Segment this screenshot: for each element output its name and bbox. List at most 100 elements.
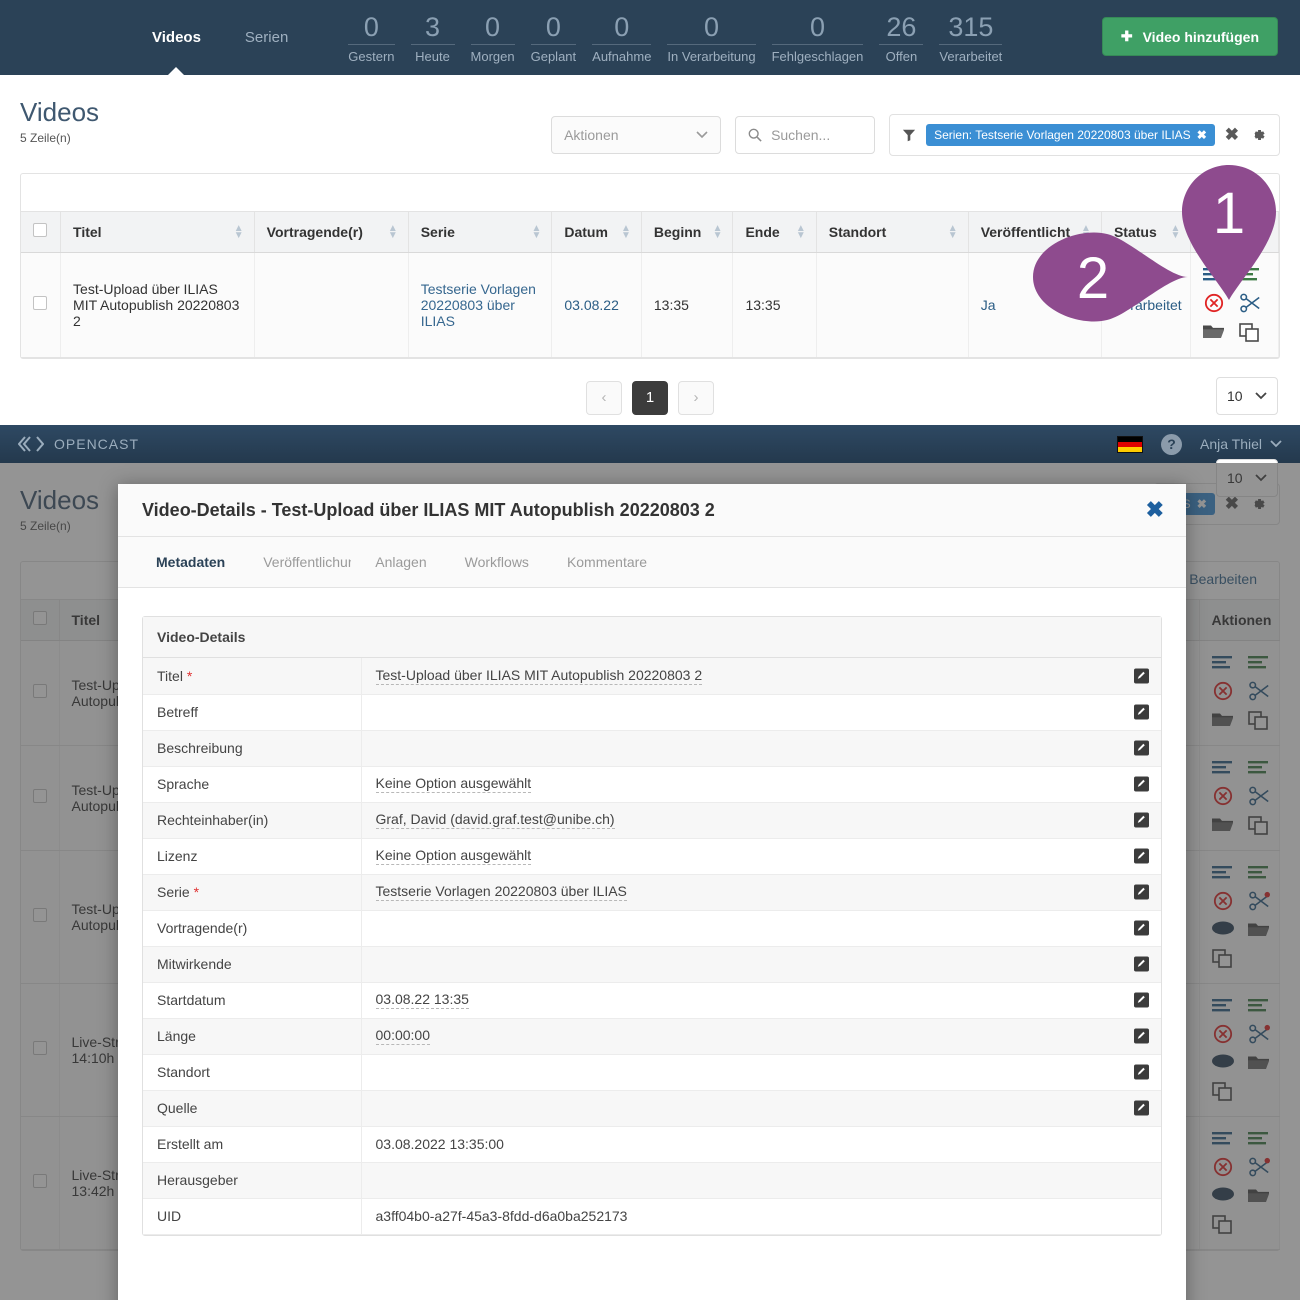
search-input[interactable]: Suchen... — [735, 116, 876, 154]
field-value-laenge[interactable]: 00:00:00 — [361, 1018, 1161, 1055]
help-icon[interactable]: ? — [1160, 433, 1182, 455]
sort-icon[interactable]: ▲▼ — [620, 222, 631, 241]
delete-icon[interactable] — [1203, 293, 1225, 313]
edit-pencil-icon[interactable] — [1134, 848, 1149, 864]
sort-icon[interactable]: ▲▼ — [947, 222, 958, 241]
tab-anlagen-label: Anlagen — [375, 554, 427, 570]
stat-morgen[interactable]: 0 Morgen — [463, 12, 523, 64]
german-flag-icon[interactable] — [1116, 435, 1143, 453]
field-value-rechteinhaber[interactable]: Graf, David (david.graf.test@unibe.ch) — [361, 802, 1161, 839]
edit-pencil-icon[interactable] — [1134, 920, 1149, 936]
tab-workflows[interactable]: Workflows — [451, 554, 543, 570]
field-value-standort[interactable] — [361, 1054, 1161, 1091]
user-menu[interactable]: Anja Thiel — [1200, 436, 1282, 452]
stat-value: 315 — [948, 11, 994, 42]
field-value-vortragende[interactable] — [361, 910, 1161, 947]
sort-icon[interactable]: ▲▼ — [531, 222, 542, 241]
tab-kommentare[interactable]: Kommentare — [553, 554, 661, 570]
field-value-titel[interactable]: Test-Upload über ILIAS MIT Autopublish 2… — [361, 658, 1161, 695]
clear-filters-icon[interactable]: ✖ — [1224, 125, 1239, 144]
close-icon[interactable]: ✖ — [1145, 497, 1164, 522]
col-standort[interactable]: Standort ▲ ▼ — [816, 212, 969, 253]
edit-pencil-icon[interactable] — [1134, 776, 1149, 792]
field-value-sprache[interactable]: Keine Option ausgewählt — [361, 766, 1161, 803]
stat-offen[interactable]: 26 Offen — [871, 12, 931, 64]
nav-tab-serien[interactable]: Serien — [223, 0, 310, 75]
serie-link[interactable]: Testserie Vorlagen 20220803 über ILIAS — [420, 280, 536, 329]
metadata-row-standort: Standort — [143, 1054, 1161, 1091]
select-all-checkbox[interactable] — [33, 223, 47, 238]
cut-scissors-icon[interactable] — [1239, 293, 1263, 313]
copy-icon[interactable] — [1239, 322, 1261, 343]
actions-select-label: Aktionen — [564, 127, 619, 143]
edit-pencil-icon[interactable] — [1134, 956, 1149, 972]
field-label-vortragende: Vortragende(r) — [143, 910, 362, 947]
edit-pencil-icon[interactable] — [1134, 992, 1149, 1008]
per-page-select[interactable]: 10 — [1216, 376, 1278, 415]
step-marker-1: 1 — [1182, 165, 1276, 300]
col-titel[interactable]: Titel ▲ ▼ — [60, 212, 255, 253]
field-value-lizenz[interactable]: Keine Option ausgewählt — [361, 838, 1161, 875]
field-value-mitwirkende[interactable] — [361, 946, 1161, 983]
col-serie[interactable]: Serie ▲ ▼ — [408, 212, 553, 253]
tab-veroeffentlichungen[interactable]: Veröffentlichungen — [249, 554, 351, 570]
prev-page-button[interactable]: ‹ — [586, 380, 622, 415]
opencast-logo[interactable]: OPENCAST — [18, 436, 139, 452]
metadata-table-body: Titel * Test-Upload über ILIAS MIT Autopu… — [143, 658, 1161, 1235]
stat-value: 3 — [425, 11, 441, 42]
col-beginn[interactable]: Beginn ▲ ▼ — [641, 212, 734, 253]
actions-select[interactable]: Aktionen — [551, 116, 722, 154]
stat-in-verarbeitung[interactable]: 0 In Verarbeitung — [659, 12, 763, 64]
row-select-cell[interactable] — [21, 252, 62, 358]
gear-icon[interactable] — [1249, 126, 1267, 144]
sort-icon[interactable]: ▲▼ — [233, 222, 244, 241]
opencast-brand-label: OPENCAST — [54, 436, 140, 452]
nav-tab-serien-label: Serien — [244, 29, 289, 46]
row-checkbox[interactable] — [33, 296, 47, 310]
open-folder-icon[interactable] — [1203, 323, 1225, 341]
stat-fehlgeschlagen[interactable]: 0 Fehlgeschlagen — [764, 12, 872, 64]
field-value-beschreibung[interactable] — [361, 730, 1161, 767]
col-vortragende[interactable]: Vortragende(r) ▲ ▼ — [254, 212, 409, 253]
field-value-betreff[interactable] — [361, 694, 1161, 731]
field-value-startdatum[interactable]: 03.08.22 13:35 — [361, 982, 1161, 1019]
step-marker-1-number: 1 — [1213, 181, 1245, 246]
label-text: Serie — [157, 884, 190, 900]
tab-anlagen[interactable]: Anlagen — [361, 554, 440, 570]
sort-icon[interactable]: ▲▼ — [712, 222, 723, 241]
edit-pencil-icon[interactable] — [1134, 884, 1149, 900]
filter-chip-serie[interactable]: Serien: Testserie Vorlagen 20220803 über… — [926, 124, 1215, 146]
col-veroeffentlicht[interactable]: Veröffentlicht▲▼ — [968, 212, 1102, 253]
edit-pencil-icon[interactable] — [1134, 704, 1149, 720]
edit-pencil-icon[interactable] — [1134, 668, 1149, 684]
filter-icon[interactable] — [902, 128, 916, 142]
cell-serie[interactable]: Testserie Vorlagen 20220803 über ILIAS — [408, 252, 553, 358]
sort-icon[interactable]: ▲▼ — [1170, 222, 1181, 241]
sort-icon[interactable]: ▲▼ — [795, 222, 806, 241]
sort-icon[interactable]: ▲▼ — [387, 222, 398, 241]
field-value-serie[interactable]: Testserie Vorlagen 20220803 über ILIAS — [361, 874, 1161, 911]
next-page-button[interactable]: › — [678, 380, 714, 415]
edit-pencil-icon[interactable] — [1134, 1028, 1149, 1044]
stat-heute[interactable]: 3 Heute — [403, 12, 463, 64]
filter-chip-remove-icon[interactable]: ✖ — [1196, 128, 1207, 142]
stat-verarbeitet[interactable]: 315 Verarbeitet — [931, 12, 1010, 64]
edit-pencil-icon[interactable] — [1134, 740, 1149, 756]
stat-gestern[interactable]: 0 Gestern — [340, 12, 402, 64]
edit-pencil-icon[interactable] — [1134, 1100, 1149, 1116]
page-1-button[interactable]: 1 — [632, 380, 668, 415]
nav-tab-videos[interactable]: Videos — [130, 0, 223, 75]
col-vortragende-label: Vortragende(r) — [266, 223, 363, 240]
add-video-button[interactable]: ✚ Video hinzufügen — [1101, 17, 1278, 56]
select-all-header[interactable] — [21, 212, 62, 253]
stat-aufnahme[interactable]: 0 Aufnahme — [584, 12, 659, 64]
edit-pencil-icon[interactable] — [1134, 812, 1149, 828]
stat-geplant[interactable]: 0 Geplant — [523, 12, 585, 64]
field-value-quelle[interactable] — [361, 1090, 1161, 1127]
col-datum[interactable]: Datum ▲ ▼ — [551, 212, 642, 253]
edit-pencil-icon[interactable] — [1134, 1064, 1149, 1080]
tab-metadaten[interactable]: Metadaten — [142, 554, 239, 570]
stat-value: 0 — [809, 11, 826, 42]
table-row: Test-Upload über ILIAS MIT Autopublish 2… — [21, 252, 1279, 358]
col-ende[interactable]: Ende ▲ ▼ — [732, 212, 817, 253]
